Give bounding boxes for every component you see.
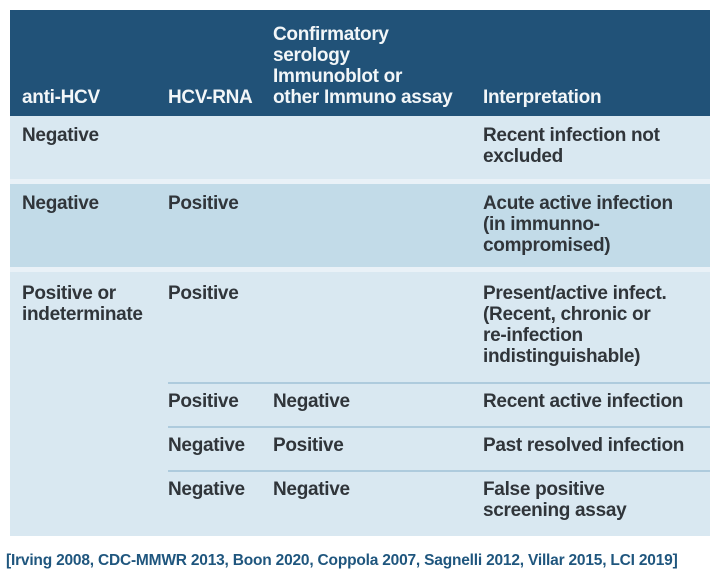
header-confirmatory-serology: Confirmatory serology Immunoblot or othe…	[273, 24, 453, 108]
cell-anti-hcv	[22, 479, 168, 536]
header-hcv-rna: HCV-RNA	[168, 87, 253, 108]
cell-anti-hcv	[22, 391, 168, 426]
cell-interpretation: False positive screening assay	[483, 479, 627, 521]
cell-interpretation: Past resolved infection	[483, 435, 685, 456]
source-citation: [Irving 2008, CDC-MMWR 2013, Boon 2020, …	[6, 552, 678, 569]
cell-interpretation: Acute active infection (in immunno- comp…	[483, 193, 673, 256]
cell-confirmatory: Positive	[273, 435, 344, 456]
sub-row-separator	[168, 426, 710, 428]
cell-anti-hcv: Negative	[22, 125, 99, 146]
cell-hcv-rna: Negative	[168, 435, 245, 456]
table-row: Negative Positive Acute active infection…	[10, 184, 710, 267]
row-divider	[10, 179, 710, 184]
table-row: Positive Negative Recent active infectio…	[10, 384, 710, 426]
table-row-group: Positive or indeterminate Positive Prese…	[10, 272, 710, 536]
table-row: Negative Negative False positive screeni…	[10, 472, 710, 536]
cell-anti-hcv: Positive or indeterminate	[22, 283, 143, 325]
cell-hcv-rna: Positive	[168, 391, 239, 412]
table-row: Positive or indeterminate Positive Prese…	[10, 272, 710, 382]
hcv-interpretation-table: anti-HCV HCV-RNA Confirmatory serology I…	[10, 10, 710, 536]
header-anti-hcv: anti-HCV	[22, 87, 100, 108]
sub-row-separator	[168, 382, 710, 384]
cell-interpretation: Present/active infect. (Recent, chronic …	[483, 283, 667, 367]
table-header-row: anti-HCV HCV-RNA Confirmatory serology I…	[10, 10, 710, 116]
row-divider	[10, 267, 710, 272]
cell-hcv-rna: Positive	[168, 283, 239, 304]
cell-confirmatory	[273, 125, 483, 179]
cell-confirmatory: Negative	[273, 479, 350, 500]
cell-confirmatory	[273, 283, 483, 382]
sub-row-separator	[168, 470, 710, 472]
cell-confirmatory	[273, 193, 483, 267]
header-interpretation: Interpretation	[483, 87, 602, 108]
cell-hcv-rna: Negative	[168, 479, 245, 500]
cell-interpretation: Recent active infection	[483, 391, 684, 412]
cell-confirmatory: Negative	[273, 391, 350, 412]
cell-anti-hcv	[22, 435, 168, 470]
cell-hcv-rna: Positive	[168, 193, 239, 214]
table-row: Negative Positive Past resolved infectio…	[10, 428, 710, 470]
table-row: Negative Recent infection not excluded	[10, 116, 710, 179]
cell-interpretation: Recent infection not excluded	[483, 125, 660, 167]
cell-hcv-rna	[168, 125, 273, 179]
cell-anti-hcv: Negative	[22, 193, 99, 214]
